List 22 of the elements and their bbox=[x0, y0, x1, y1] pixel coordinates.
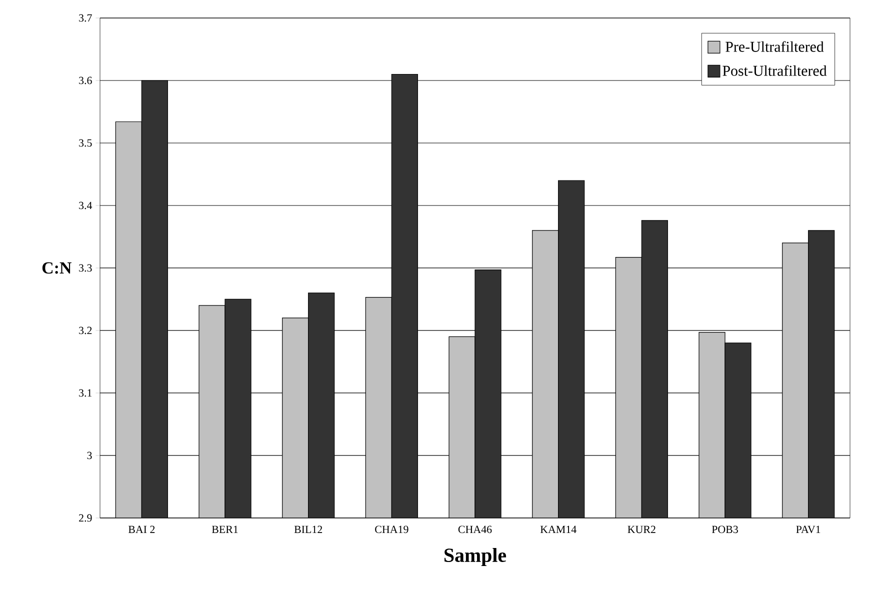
y-tick-label: 3.3 bbox=[79, 264, 92, 272]
x-tick-label: BER1 bbox=[212, 526, 238, 534]
x-tick-label: CHA46 bbox=[458, 526, 492, 534]
x-axis-title: Sample bbox=[444, 548, 506, 566]
y-tick-label: 3.5 bbox=[79, 139, 92, 147]
y-tick-label: 3 bbox=[87, 452, 92, 460]
x-tick-label: BAI 2 bbox=[128, 526, 155, 534]
x-tick-label: KAM14 bbox=[540, 526, 576, 533]
y-tick-label: 3.1 bbox=[79, 389, 92, 397]
x-tick-label: CHA19 bbox=[375, 526, 408, 534]
x-tick-label: BIL12 bbox=[294, 526, 322, 534]
y-tick-label: 3.6 bbox=[79, 76, 92, 84]
y-tick-label: 3.7 bbox=[79, 14, 92, 22]
y-tick-label: 2.9 bbox=[79, 514, 92, 522]
legend-label: Pre-Ultrafiltered bbox=[726, 41, 824, 52]
y-tick-label: 3.2 bbox=[79, 326, 92, 334]
x-tick-label: KUR2 bbox=[628, 526, 656, 534]
legend-label: Post-Ultrafiltered bbox=[722, 65, 827, 76]
x-tick-label: POB3 bbox=[712, 526, 738, 534]
y-axis-title: C:N bbox=[42, 262, 72, 274]
y-tick-label: 3.4 bbox=[79, 202, 92, 210]
x-tick-label: PAV1 bbox=[796, 526, 820, 534]
